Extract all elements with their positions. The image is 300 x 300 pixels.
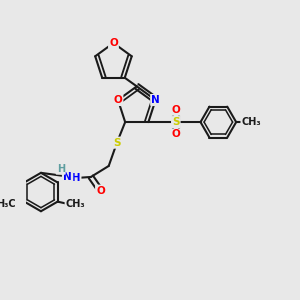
Text: O: O xyxy=(96,186,105,196)
Text: N: N xyxy=(151,95,160,105)
Text: H₃C: H₃C xyxy=(0,200,16,209)
Text: CH₃: CH₃ xyxy=(242,117,261,127)
Text: CH₃: CH₃ xyxy=(66,200,85,209)
Text: O: O xyxy=(171,129,180,140)
Text: O: O xyxy=(114,95,122,105)
Text: S: S xyxy=(172,117,180,127)
Text: O: O xyxy=(109,38,118,48)
Text: O: O xyxy=(171,105,180,115)
Text: N: N xyxy=(64,172,72,182)
Text: H: H xyxy=(57,164,65,174)
Text: NH: NH xyxy=(63,173,80,183)
Text: S: S xyxy=(113,138,121,148)
